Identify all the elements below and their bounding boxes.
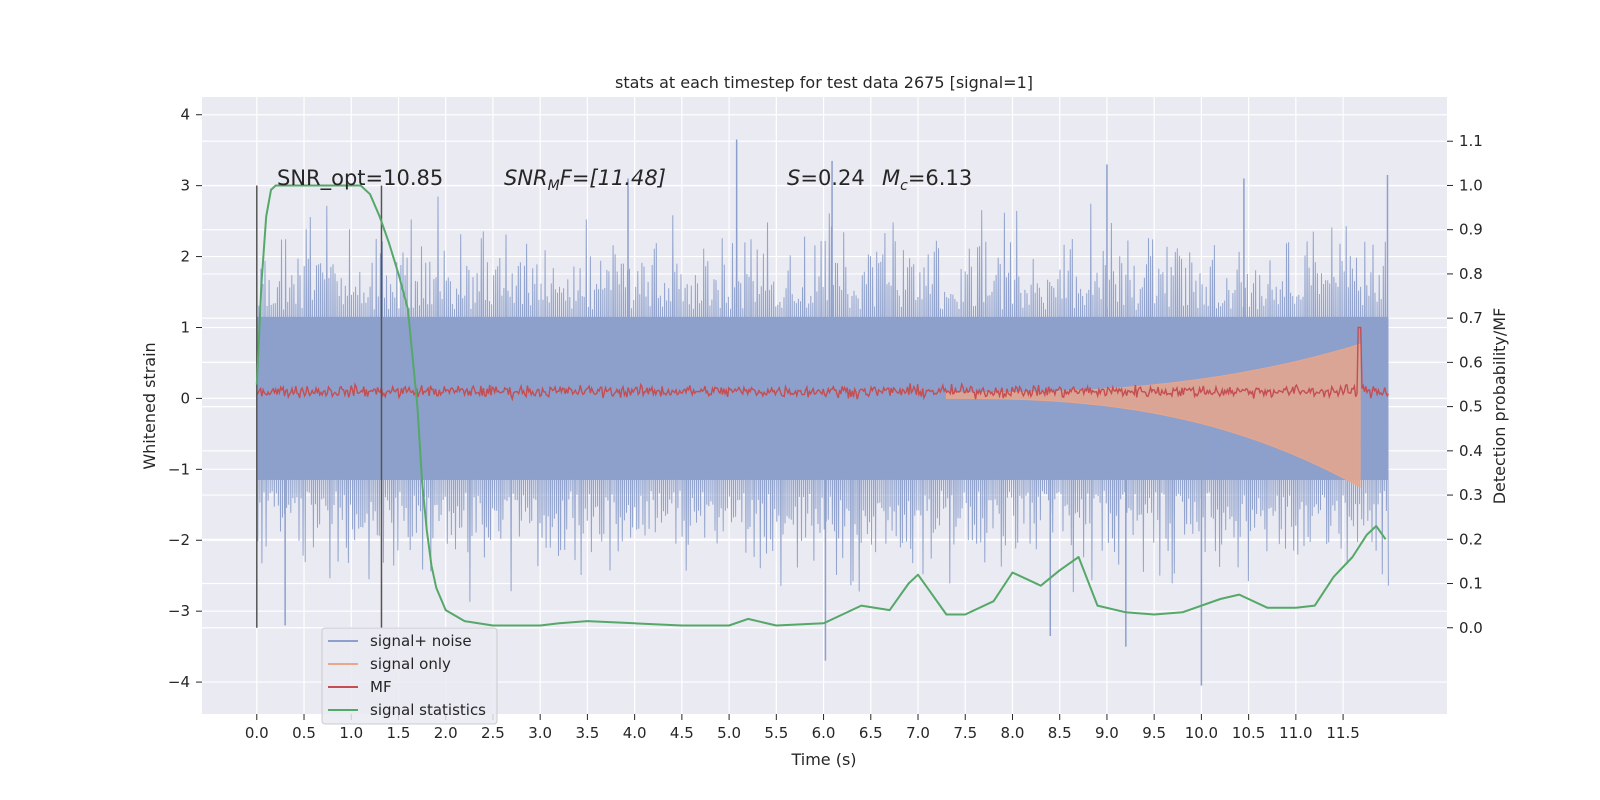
annotations: SNR_opt=10.85 SNRMF=[11.48] S=0.24 Mc=6.… — [277, 166, 972, 194]
x-tick-label: 10.5 — [1232, 724, 1265, 742]
y2-tick-label: 0.8 — [1459, 265, 1483, 283]
y-tick-label: −1 — [168, 460, 190, 478]
y2-tick-label: 0.1 — [1459, 575, 1483, 593]
x-tick-label: 10.0 — [1185, 724, 1218, 742]
y2-tick-label: 0.4 — [1459, 442, 1483, 460]
annotation-mc: Mc=6.13 — [882, 166, 972, 194]
legend-label-signal-only: signal only — [370, 655, 451, 673]
x-tick-label: 4.5 — [670, 724, 694, 742]
y-tick-label: 2 — [180, 248, 190, 266]
y2-tick-label: 1.1 — [1459, 132, 1483, 150]
y-axis-label: Whitened strain — [140, 342, 159, 469]
y2-tick-label: 0.5 — [1459, 398, 1483, 416]
x-axis-label: Time (s) — [790, 750, 856, 769]
y2-axis-label: Detection probability/MF — [1490, 308, 1509, 505]
x-tick-label: 8.5 — [1048, 724, 1072, 742]
x-tick-label: 11.0 — [1279, 724, 1312, 742]
x-tick-label: 8.0 — [1001, 724, 1025, 742]
y-tick-label: −3 — [168, 602, 190, 620]
series-mf — [256, 326, 1390, 402]
y2-tick-label: 1.0 — [1459, 176, 1483, 194]
legend-label-signal-noise: signal+ noise — [370, 632, 472, 650]
y2-tick-label: 0.0 — [1459, 619, 1483, 637]
x-tick-label: 0.5 — [292, 724, 316, 742]
y2-tick-label: 0.2 — [1459, 530, 1483, 548]
x-tick-label: 3.5 — [575, 724, 599, 742]
x-tick-label: 1.5 — [387, 724, 411, 742]
y-tick-label: 3 — [180, 177, 190, 195]
chart-title: stats at each timestep for test data 267… — [615, 73, 1033, 92]
x-tick-label: 1.0 — [339, 724, 363, 742]
axes: 0.0 0.5 1.0 1.5 2.0 2.5 3.0 3.5 4.0 4.5 5.0 5.5 6.0 6… — [168, 106, 1483, 742]
y2-tick-label: 0.9 — [1459, 221, 1483, 239]
x-tick-label: 11.5 — [1326, 724, 1359, 742]
y2-tick-label: 0.6 — [1459, 353, 1483, 371]
annotation-snr-opt: SNR_opt=10.85 — [277, 166, 443, 191]
x-tick-label: 2.0 — [434, 724, 458, 742]
legend-box — [321, 627, 498, 725]
x-tick-label: 5.5 — [764, 724, 788, 742]
series-layer — [255, 139, 1390, 686]
x-tick-label: 6.5 — [859, 724, 883, 742]
x-tick-label: 7.0 — [906, 724, 930, 742]
x-tick-label: 9.0 — [1095, 724, 1119, 742]
y-tick-label: −4 — [168, 673, 190, 691]
x-tick-label: 6.0 — [812, 724, 836, 742]
x-tick-label: 2.5 — [481, 724, 505, 742]
legend: signal+ noise signal only MF signal stat… — [321, 627, 498, 725]
x-tick-label: 0.0 — [245, 724, 269, 742]
x-tick-label: 9.5 — [1142, 724, 1166, 742]
y-tick-label: −2 — [168, 531, 190, 549]
x-tick-label: 4.0 — [623, 724, 647, 742]
x-tick-label: 7.5 — [953, 724, 977, 742]
y-tick-label: 1 — [180, 318, 190, 336]
y2-tick-label: 0.7 — [1459, 309, 1483, 327]
y-tick-label: 0 — [180, 389, 190, 407]
annotation-s: S=0.24 — [787, 166, 865, 190]
annotation-snr-mf: SNRMF=[11.48] — [504, 166, 666, 194]
y-tick-label: 4 — [180, 106, 190, 124]
x-tick-label: 5.0 — [717, 724, 741, 742]
x-tick-label: 3.0 — [528, 724, 552, 742]
legend-label-signal-statistics: signal statistics — [370, 701, 486, 719]
series-signal-statistics — [255, 184, 1387, 627]
y2-tick-label: 0.3 — [1459, 486, 1483, 504]
legend-label-mf: MF — [370, 678, 392, 696]
